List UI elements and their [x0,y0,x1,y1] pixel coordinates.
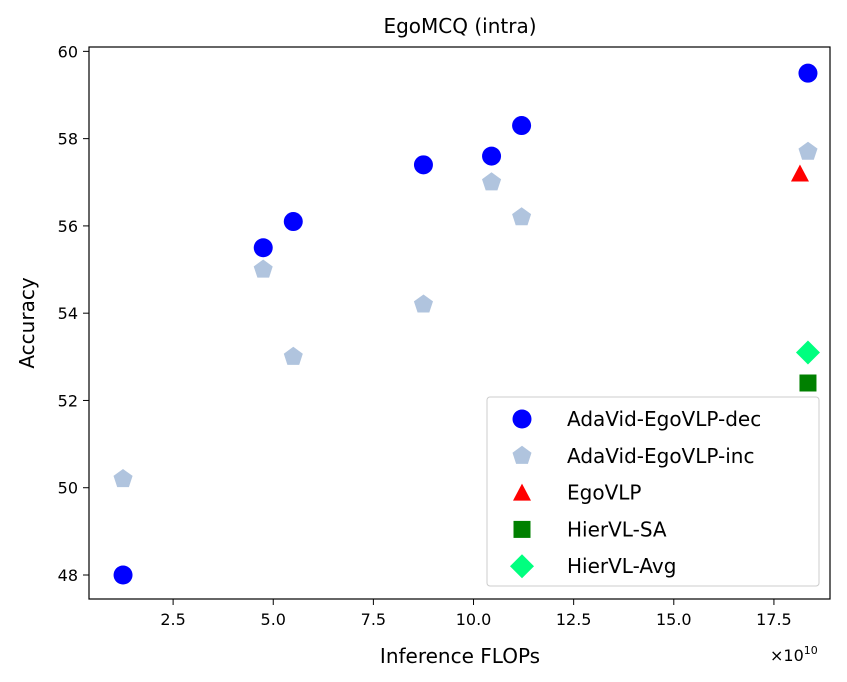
y-tick-label: 52 [58,391,78,410]
legend-label: HierVL-Avg [567,554,676,578]
x-scale-exponent: 10 [804,644,818,657]
x-axis-label: Inference FLOPs [380,644,540,668]
pentagon-point-1 [113,469,133,488]
legend-box [486,396,820,587]
circle-point-0 [482,146,502,166]
legend-label: HierVL-SA [567,517,667,541]
x-tick-label: 15.0 [656,610,692,629]
y-tick-label: 50 [58,479,78,498]
pentagon-point-1 [413,294,433,313]
square-point-3 [799,374,817,392]
y-tick-label: 54 [58,304,78,323]
circle-point-0 [283,212,303,232]
data-points [113,63,820,585]
legend-marker [512,409,532,429]
plot-area-frame [88,46,831,600]
legend-marker [513,483,531,501]
y-tick-label: 48 [58,566,78,585]
y-axis-ticks: 48 50 52 54 56 58 60 [58,42,89,585]
x-tick-label: 5.0 [261,610,286,629]
x-tick-label: 12.5 [556,610,592,629]
circle-point-0 [798,63,818,83]
circle-point-0 [253,238,273,258]
circle-point-0 [512,116,532,136]
pentagon-point-1 [482,172,502,191]
diamond-point-4 [795,340,820,365]
pentagon-point-1 [798,141,818,160]
legend-label: AdaVid-EgoVLP-inc [567,444,754,468]
y-tick-label: 56 [58,217,78,236]
legend-marker [510,554,534,579]
legend-label: EgoVLP [567,481,641,505]
chart-title: EgoMCQ (intra) [383,14,536,38]
legend: AdaVid-EgoVLP-dec AdaVid-EgoVLP-inc EgoVLP… [486,396,820,587]
y-axis-label: Accuracy [15,277,39,368]
x-axis-scale-factor: ×1010 [770,644,818,665]
legend-marker [512,445,532,464]
pentagon-point-1 [283,346,303,365]
legend-label: AdaVid-EgoVLP-dec [567,407,761,431]
triangle-point-2 [790,164,809,182]
legend-marker [513,520,531,538]
circle-point-0 [413,155,433,175]
pentagon-point-1 [512,207,532,226]
x-axis-ticks: 2.5 5.0 7.5 10.0 12.5 15.0 17.5 [160,599,792,629]
y-tick-label: 58 [58,130,78,149]
x-scale-multiplier: ×10 [770,646,804,665]
x-tick-label: 17.5 [756,610,792,629]
x-tick-label: 2.5 [160,610,185,629]
x-tick-label: 10.0 [456,610,492,629]
circle-point-0 [113,565,133,585]
y-tick-label: 60 [58,42,78,61]
pentagon-point-1 [253,259,273,278]
x-tick-label: 7.5 [361,610,386,629]
